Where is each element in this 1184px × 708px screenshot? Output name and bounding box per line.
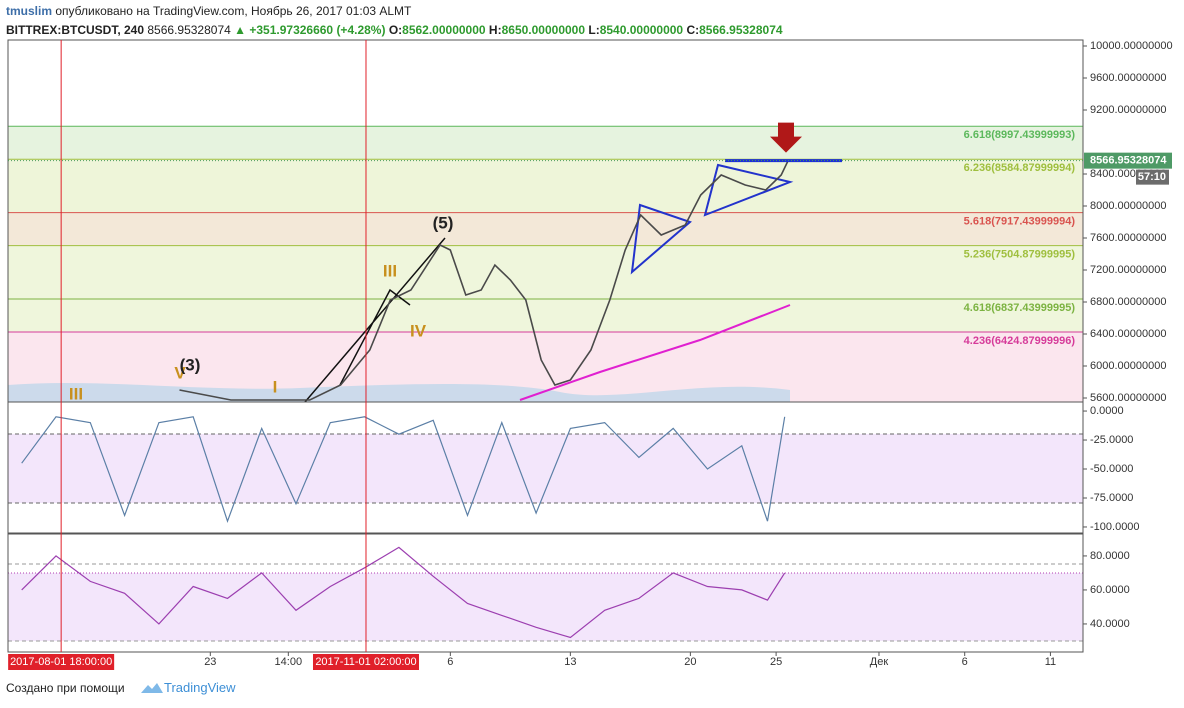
fib-label: 4.236(6424.87999996) (964, 335, 1076, 347)
y-tick-label: 5600.00000000 (1090, 392, 1166, 404)
countdown-bg (1136, 169, 1169, 185)
h-label: H: (488, 23, 502, 37)
x-tick-label: 23 (204, 656, 216, 668)
fib-band (8, 212, 1083, 246)
x-tick-label: 6 (447, 656, 453, 668)
series-group (179, 160, 789, 401)
countdown: 57:10 (1138, 171, 1166, 183)
trend (304, 237, 446, 402)
arrow (770, 122, 802, 153)
series-line (21, 546, 786, 639)
chart: 6.618(8997.43999993) 6.236(8584.87999994)… (7, 39, 1173, 670)
c: 8566.95328074 (699, 23, 783, 37)
y-tick-label: -25.0000 (1090, 434, 1133, 446)
y-tick-label: 9600.00000000 (1090, 72, 1166, 84)
price-tag-label: 8566.95328074 (1090, 155, 1167, 167)
wave-label: III (69, 384, 83, 403)
fib-band (8, 159, 1083, 213)
l: 8540.00000000 (599, 23, 684, 37)
header: tmuslim опубликовано на TradingView.com,… (6, 2, 783, 40)
o: 8562.00000000 (402, 23, 486, 37)
y-tick-label: 80.0000 (1090, 550, 1130, 562)
fib-band (8, 245, 1083, 300)
footer: Создано при помощи TradingView (6, 680, 236, 695)
fib-label: 6.236(8584.87999994) (964, 162, 1076, 174)
x-tick-label: 13 (564, 656, 576, 668)
y-tick-label: -100.0000 (1090, 521, 1140, 533)
y-tick-label: -50.0000 (1090, 463, 1133, 475)
y-tick-label: 7600.00000000 (1090, 232, 1166, 244)
series-line (179, 160, 789, 401)
wr-band (8, 434, 1083, 503)
series-group (21, 546, 786, 639)
y-tick-label: 6800.00000000 (1090, 296, 1166, 308)
fib-band (8, 299, 1083, 333)
x-tick-label: 11 (1045, 656, 1056, 668)
c-label: C: (686, 23, 700, 37)
x-tick-label: 14:00 (275, 656, 303, 668)
h: 8650.00000000 (501, 23, 586, 37)
y-tick-label: 10000.00000000 (1090, 40, 1173, 52)
x-tick-highlight (312, 654, 419, 670)
last: 8566.95328074 (147, 23, 231, 37)
wave-label: III (383, 261, 397, 280)
x-tick-highlight (8, 654, 115, 670)
y-tick-label: 40.0000 (1090, 618, 1130, 630)
fib-label: 5.618(7917.43999994) (964, 216, 1076, 228)
x-tick-label: Дек (870, 656, 889, 668)
fib-label: 6.618(8997.43999993) (964, 129, 1076, 141)
fib-band (8, 126, 1083, 160)
published: опубликовано на TradingView.com, Ноябрь … (55, 4, 412, 18)
wave-label: V (174, 363, 186, 382)
fib-label: 5.236(7504.87999995) (964, 249, 1076, 261)
logo (141, 683, 163, 693)
o-label: O: (388, 23, 403, 37)
y-tick-label: 6000.00000000 (1090, 360, 1166, 372)
symbol: BITTREX:BTCUSDT, 240 (6, 23, 145, 37)
y-tick-label: 0.0000 (1090, 405, 1124, 417)
y-tick-label: 8000.00000000 (1090, 200, 1166, 212)
volume (8, 383, 790, 402)
x-tick-label: 20 (684, 656, 696, 668)
y-tick-label: -75.0000 (1090, 492, 1133, 504)
ma (519, 304, 791, 401)
x-tick-label: 6 (962, 656, 968, 668)
x-tick-label: 25 (770, 656, 782, 668)
wave-label: (3) (180, 355, 201, 374)
wave-label: (5) (433, 213, 454, 232)
wave-label: I (273, 377, 278, 396)
y-tick-label: 6400.00000000 (1090, 328, 1166, 340)
fib-label: 4.618(6837.43999995) (964, 302, 1076, 314)
triangle (630, 163, 794, 275)
wave-label: IV (410, 321, 427, 340)
x-tick-label: 2017-11-01 02:00:00 (315, 656, 416, 668)
price-pane (8, 125, 1083, 402)
y-tick-label: 7200.00000000 (1090, 264, 1166, 276)
series-line (21, 416, 786, 524)
user[interactable]: tmuslim (6, 4, 53, 18)
x-tick-label: 2017-08-01 18:00:00 (10, 656, 112, 668)
pane-border (7, 401, 1084, 534)
made: Создано при помощи (6, 681, 125, 695)
rsi-band (8, 573, 1083, 641)
change: ▲ +351.97326660 (+4.28%) (234, 23, 386, 37)
l-label: L: (588, 23, 600, 37)
brand[interactable]: TradingView (163, 680, 236, 695)
y-tick-label: 9200.00000000 (1090, 104, 1166, 116)
price-tag (1084, 152, 1172, 169)
y-tick-label: 60.0000 (1090, 584, 1130, 596)
series-group (21, 416, 786, 524)
